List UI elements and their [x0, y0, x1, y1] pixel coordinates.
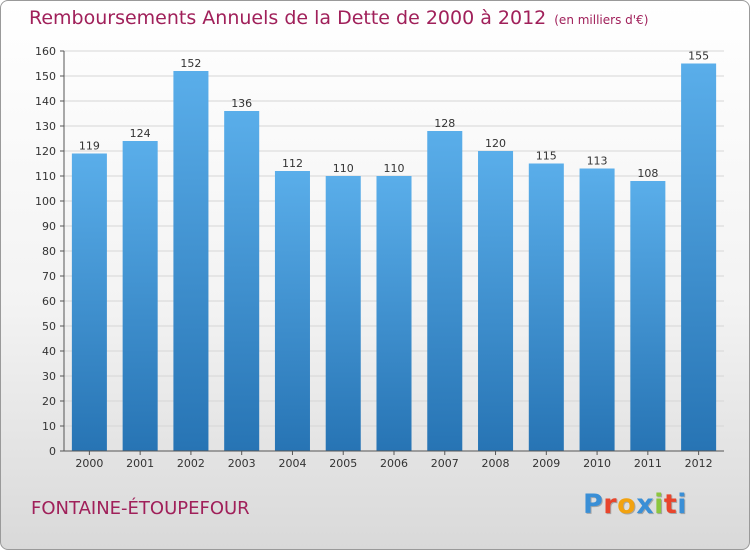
y-tick-label: 80	[42, 245, 56, 258]
x-tick-label-2001: 2001	[126, 457, 154, 470]
proxiti-logo: Proxiti	[583, 489, 687, 520]
y-tick-label: 70	[42, 270, 56, 283]
logo-letter: i	[654, 489, 664, 520]
bar-2012	[681, 63, 717, 451]
logo-letter: P	[583, 489, 604, 520]
x-tick-label-2012: 2012	[685, 457, 713, 470]
value-label-2011: 108	[637, 167, 658, 180]
bar-2004	[274, 171, 310, 451]
y-tick-label: 160	[35, 45, 56, 58]
x-tick-label-2008: 2008	[482, 457, 510, 470]
y-tick-label: 60	[42, 295, 56, 308]
y-tick-label: 30	[42, 370, 56, 383]
commune-name: FONTAINE-ÉTOUPEFOUR	[31, 498, 250, 519]
y-tick-label: 120	[35, 145, 56, 158]
y-tick-label: 150	[35, 70, 56, 83]
axes: 0 10 20 30 40 50 60 70 80 90 100 110 120 130 140 150 160…	[35, 45, 724, 470]
value-label-2000: 119	[79, 140, 100, 153]
logo-letter: i	[677, 489, 688, 520]
bar-2010	[579, 168, 615, 451]
chart-unit: (en milliers d'€)	[554, 13, 649, 27]
value-label-2008: 120	[485, 137, 506, 150]
bar-2007	[427, 131, 463, 451]
chart-title-block: Remboursements Annuels de la Dette de 20…	[29, 7, 648, 29]
value-label-2003: 136	[231, 97, 252, 110]
bar-2009	[528, 163, 564, 451]
logo-letter: o	[617, 489, 637, 520]
x-tick-label-2010: 2010	[583, 457, 611, 470]
x-tick-label-2004: 2004	[278, 457, 306, 470]
value-label-2006: 110	[384, 162, 405, 175]
x-tick-label-2007: 2007	[431, 457, 459, 470]
bar-2008	[478, 151, 514, 451]
bars	[71, 63, 717, 451]
logo-letter: r	[603, 489, 618, 520]
value-label-2005: 110	[333, 162, 354, 175]
y-tick-label: 20	[42, 395, 56, 408]
x-tick-label-2000: 2000	[75, 457, 103, 470]
bar-2001	[122, 141, 158, 451]
value-label-2010: 113	[587, 155, 608, 168]
x-tick-label-2002: 2002	[177, 457, 205, 470]
x-tick-label-2006: 2006	[380, 457, 408, 470]
y-tick-label: 110	[35, 170, 56, 183]
bar-2000	[71, 153, 107, 451]
x-tick-label-2011: 2011	[634, 457, 662, 470]
logo-letter: t	[663, 489, 678, 520]
y-tick-label: 100	[35, 195, 56, 208]
bar-2002	[173, 71, 209, 451]
y-tick-label: 130	[35, 120, 56, 133]
logo-letter: x	[636, 489, 655, 520]
value-label-2002: 152	[180, 57, 201, 70]
x-tick-label-2003: 2003	[228, 457, 256, 470]
y-tick-label: 140	[35, 95, 56, 108]
bar-2006	[376, 176, 412, 451]
value-labels: 119 124 152 136 112 110 110 128 120 115 113 108 155	[79, 50, 709, 181]
value-label-2004: 112	[282, 157, 303, 170]
y-tick-label: 10	[42, 420, 56, 433]
value-label-2001: 124	[130, 127, 151, 140]
x-tick-label-2009: 2009	[532, 457, 560, 470]
value-label-2012: 155	[688, 50, 709, 63]
x-tick-label-2005: 2005	[329, 457, 357, 470]
value-label-2007: 128	[434, 117, 455, 130]
value-label-2009: 115	[536, 150, 557, 163]
y-tick-label: 50	[42, 320, 56, 333]
y-tick-label: 0	[49, 445, 56, 458]
bar-2005	[325, 176, 361, 451]
y-tick-label: 90	[42, 220, 56, 233]
bar-2011	[630, 181, 666, 451]
y-tick-label: 40	[42, 345, 56, 358]
bar-2003	[224, 111, 260, 451]
chart-title: Remboursements Annuels de la Dette de 20…	[29, 7, 547, 29]
